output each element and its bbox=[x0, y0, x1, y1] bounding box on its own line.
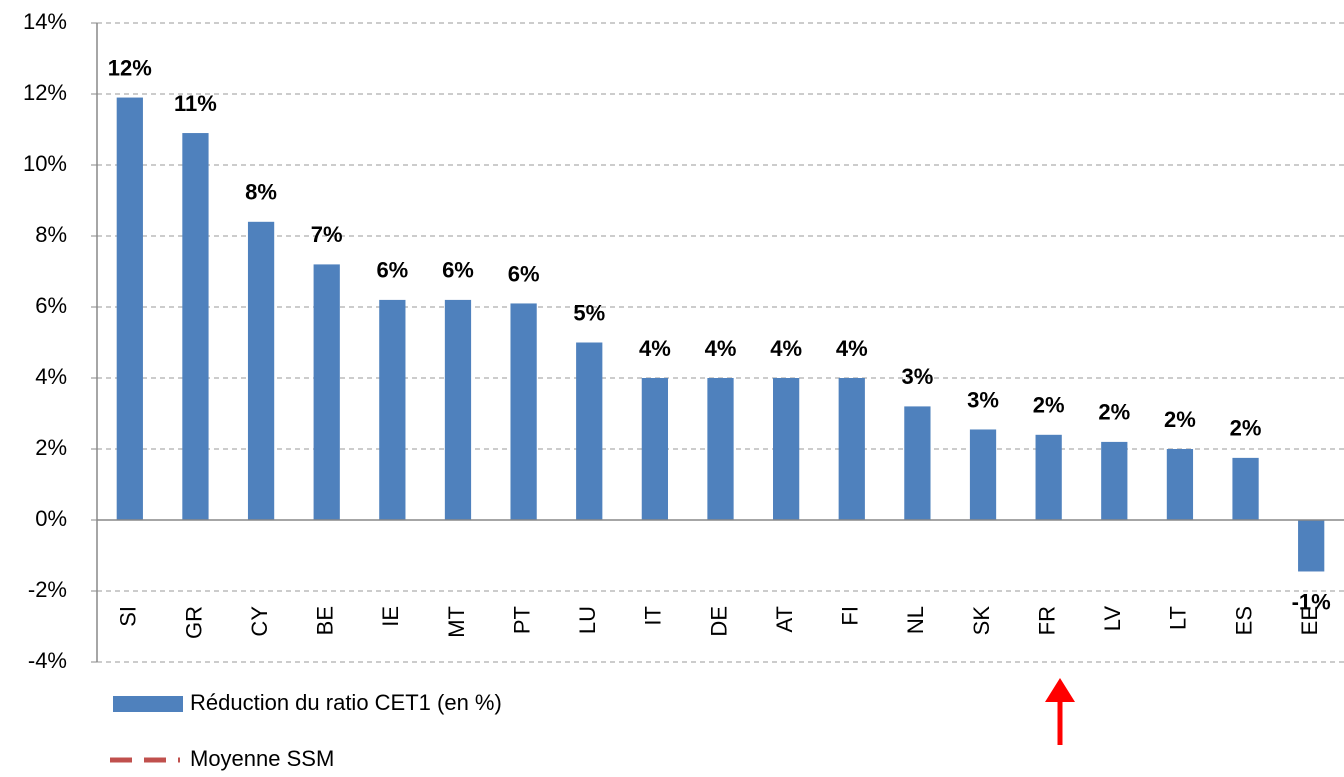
value-label: 4% bbox=[836, 336, 868, 361]
bar bbox=[313, 264, 340, 520]
value-label: 4% bbox=[770, 336, 802, 361]
x-tick-label: IE bbox=[378, 606, 403, 627]
value-label: 11% bbox=[174, 91, 217, 116]
y-tick-label: 10% bbox=[23, 151, 67, 176]
bar bbox=[182, 133, 209, 521]
value-label: 6% bbox=[376, 258, 408, 283]
bar bbox=[1101, 441, 1128, 520]
bar bbox=[1166, 449, 1194, 520]
value-label: 5% bbox=[573, 300, 605, 325]
x-tick-label: SI bbox=[116, 606, 141, 627]
y-tick-label: -2% bbox=[28, 577, 67, 602]
plot: -4% -2% 0% 2% 4% 6% 8% 10% 12% 14% SI GR CY BE IE MT PT L… bbox=[23, 9, 1344, 771]
bar bbox=[247, 221, 275, 521]
arrow-head bbox=[1045, 678, 1075, 702]
bar bbox=[576, 342, 603, 520]
x-tick-label: GR bbox=[181, 606, 206, 639]
x-tick-label: IT bbox=[641, 606, 666, 626]
bar bbox=[116, 97, 143, 521]
value-label: 6% bbox=[442, 258, 474, 283]
bar bbox=[707, 378, 734, 520]
x-tick-label: AT bbox=[772, 606, 797, 632]
value-label: -1% bbox=[1292, 589, 1331, 614]
bar bbox=[773, 378, 800, 520]
value-label: 2% bbox=[1033, 393, 1065, 418]
bar bbox=[904, 406, 931, 520]
y-tick-label: 8% bbox=[35, 222, 67, 247]
x-tick-label: LV bbox=[1100, 606, 1125, 632]
x-tick-label: EE bbox=[1297, 606, 1322, 635]
value-label: 2% bbox=[1230, 416, 1262, 441]
x-tick-label: SK bbox=[969, 606, 994, 636]
value-label: 3% bbox=[967, 387, 999, 412]
legend-swatch bbox=[113, 696, 183, 712]
y-tick-label: 6% bbox=[35, 293, 67, 318]
x-tick-label: LT bbox=[1166, 606, 1191, 630]
value-label: 12% bbox=[108, 55, 152, 80]
bar bbox=[1035, 434, 1062, 520]
annotation-arrow bbox=[1045, 678, 1075, 745]
bar bbox=[838, 378, 865, 520]
value-label: 7% bbox=[311, 222, 343, 247]
value-label: 8% bbox=[245, 180, 277, 205]
legend-label: Réduction du ratio CET1 (en %) bbox=[190, 690, 502, 715]
value-label: 3% bbox=[901, 364, 933, 389]
value-label: 6% bbox=[508, 261, 540, 286]
x-tick-label: MT bbox=[444, 606, 469, 638]
value-label: 2% bbox=[1164, 407, 1196, 432]
value-label: 4% bbox=[639, 336, 671, 361]
bar bbox=[969, 429, 997, 520]
value-label: 4% bbox=[705, 336, 737, 361]
value-label: 2% bbox=[1098, 400, 1130, 425]
y-tick-label: -4% bbox=[28, 648, 67, 673]
y-tick-label: 12% bbox=[23, 80, 67, 105]
bar bbox=[1232, 457, 1259, 520]
x-tick-label: NL bbox=[903, 606, 928, 634]
x-tick-label: FI bbox=[838, 606, 863, 626]
bar bbox=[1298, 520, 1325, 572]
x-tick-label: FR bbox=[1034, 606, 1059, 635]
legend-label: Moyenne SSM bbox=[190, 746, 334, 771]
x-tick-label: CY bbox=[247, 606, 272, 637]
y-tick-label: 2% bbox=[35, 435, 67, 460]
y-tick-label: 4% bbox=[35, 364, 67, 389]
bar bbox=[641, 378, 668, 520]
bar bbox=[444, 299, 472, 520]
x-tick-label: LU bbox=[575, 606, 600, 634]
x-tick-label: DE bbox=[706, 606, 731, 637]
x-tick-label: PT bbox=[509, 606, 534, 634]
y-tick-label: 0% bbox=[35, 506, 67, 531]
x-tick-label: ES bbox=[1231, 606, 1256, 635]
bar bbox=[510, 303, 537, 520]
bar bbox=[379, 299, 406, 520]
x-tick-label: BE bbox=[313, 606, 338, 635]
y-tick-label: 14% bbox=[23, 9, 67, 34]
